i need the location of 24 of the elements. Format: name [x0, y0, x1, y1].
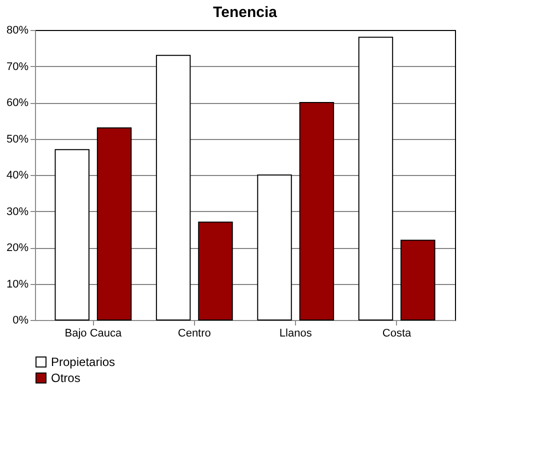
bar — [400, 240, 436, 320]
legend-label: Propietarios — [51, 355, 116, 369]
y-tick-label: 80% — [6, 24, 29, 36]
y-tick-label: 50% — [6, 133, 29, 146]
x-tick-label: Bajo Cauca — [64, 328, 123, 340]
bar — [358, 36, 394, 320]
y-tick-label: 40% — [6, 170, 29, 182]
bar — [257, 174, 292, 320]
bar — [198, 222, 233, 320]
bar — [156, 54, 191, 320]
chart-title: Tenencia — [213, 4, 278, 21]
y-tick-label: 70% — [6, 60, 29, 73]
x-tick-label: Costa — [382, 328, 412, 340]
bar — [96, 127, 132, 320]
x-tick-label: Llanos — [279, 328, 312, 340]
bar — [299, 102, 334, 320]
y-tick-label: 30% — [6, 206, 29, 218]
legend-label: Otros — [51, 371, 80, 385]
y-tick-label: 0% — [12, 314, 29, 326]
y-tick-label: 60% — [6, 97, 29, 109]
y-tick-label: 10% — [6, 278, 29, 290]
y-tick-label: 20% — [6, 242, 29, 254]
bar — [54, 149, 90, 320]
x-tick-label: Centro — [178, 328, 211, 340]
